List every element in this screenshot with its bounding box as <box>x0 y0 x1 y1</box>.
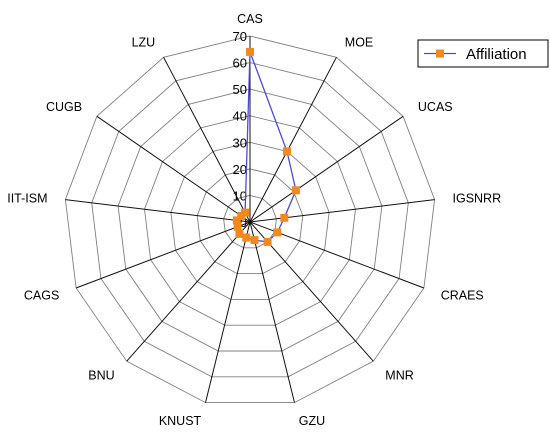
category-labels: CAS MOE UCAS IGSNRR CRAES MNR GZU KNUST BNU CAGS I… <box>7 12 501 428</box>
spoke-cags <box>75 221 251 289</box>
legend: Affiliation <box>417 39 549 68</box>
grid-ring-10 <box>223 194 277 249</box>
radial-tick-labels: 0 10 20 30 40 50 60 70 <box>233 29 247 230</box>
tick-label: 40 <box>233 109 247 124</box>
series-affiliation <box>232 47 300 246</box>
grid-ring-40 <box>144 115 356 326</box>
tick-label: 70 <box>233 29 247 44</box>
category-label: BNU <box>88 369 114 383</box>
tick-label: 60 <box>233 56 247 71</box>
spoke-knust <box>205 221 251 403</box>
radar-axes <box>65 36 435 403</box>
tick-label: 50 <box>233 82 247 97</box>
spoke-bnu <box>126 221 251 362</box>
data-point-cas <box>246 47 254 56</box>
tick-label: 0 <box>240 215 247 230</box>
category-label: KNUST <box>159 414 202 428</box>
spoke-iit-ism <box>65 199 251 223</box>
spoke-gzu <box>249 221 295 403</box>
legend-label: Affiliation <box>466 46 527 63</box>
data-point-igsnrr <box>280 213 289 222</box>
data-point-bnu <box>235 229 244 238</box>
category-label: IGSNRR <box>453 191 502 205</box>
data-point-mnr <box>263 237 272 246</box>
spoke-moe <box>249 57 337 223</box>
grid-ring-30 <box>170 141 330 300</box>
data-point-iit-ism <box>232 216 241 225</box>
category-label: UCAS <box>418 100 453 114</box>
category-label: MOE <box>345 35 373 49</box>
radar-grid <box>64 35 436 404</box>
tick-label: 30 <box>233 135 247 150</box>
category-label: LZU <box>132 35 156 49</box>
category-label: MNR <box>385 369 413 383</box>
category-label: CAGS <box>24 288 59 302</box>
tick-label: 10 <box>233 188 247 203</box>
data-point-moe <box>283 147 291 156</box>
tick-label: 20 <box>233 162 247 177</box>
grid-ring-60 <box>91 62 409 378</box>
category-label: GZU <box>299 414 325 428</box>
category-label: CUGB <box>46 100 82 114</box>
data-point-craes <box>273 228 282 237</box>
grid-ring-70 <box>64 35 436 404</box>
spoke-lzu <box>163 57 251 223</box>
category-label: IIT-ISM <box>7 191 47 205</box>
spoke-ucas <box>249 115 404 223</box>
data-point-cags <box>233 222 242 231</box>
data-point-gzu <box>250 236 259 245</box>
grid-ring-50 <box>117 88 383 352</box>
category-label: CAS <box>237 12 263 26</box>
spoke-cugb <box>96 115 251 223</box>
legend-marker <box>436 49 444 58</box>
data-point-ucas <box>291 186 300 195</box>
data-point-knust <box>242 233 251 242</box>
data-point-lzu <box>241 208 250 217</box>
grid-ring-20 <box>196 168 304 275</box>
category-label: CRAES <box>441 288 484 302</box>
